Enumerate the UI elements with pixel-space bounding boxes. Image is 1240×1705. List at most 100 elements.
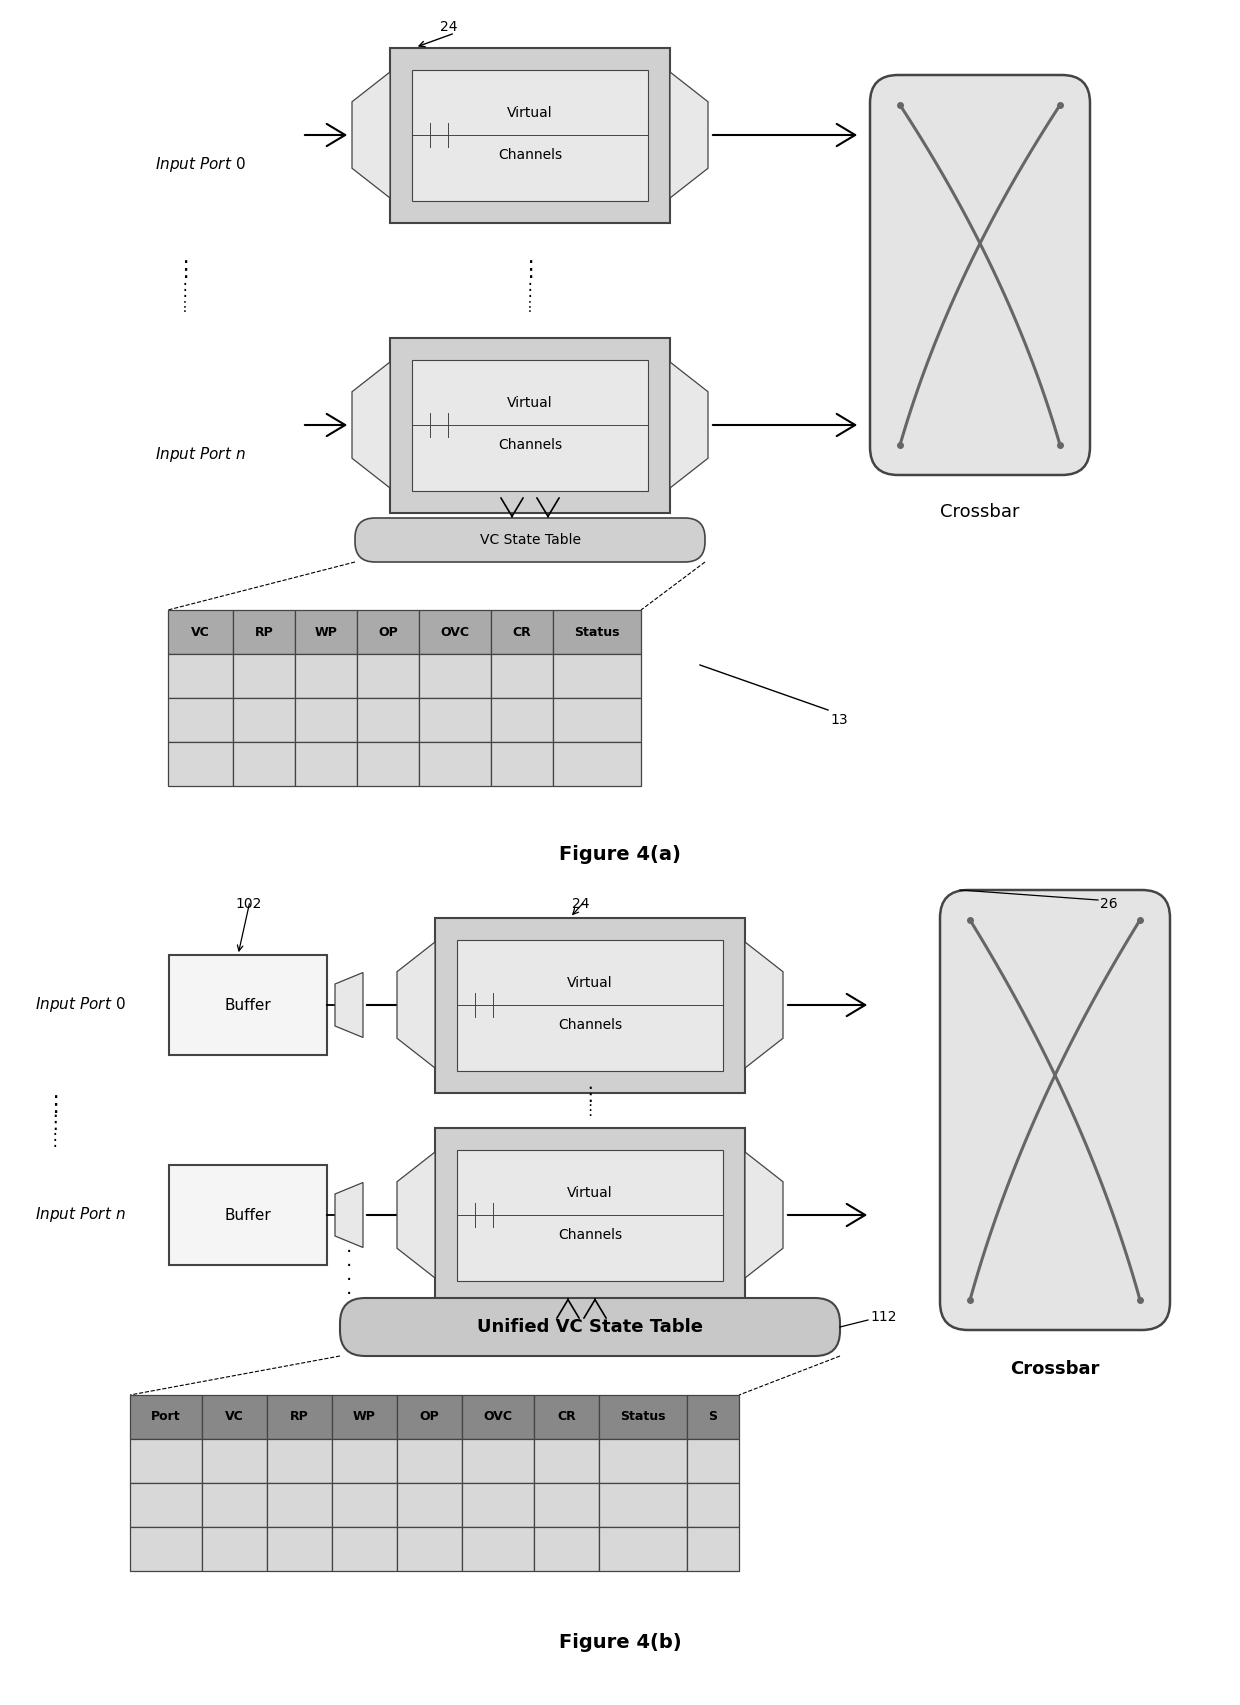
Bar [167,697,233,742]
Bar [491,742,553,786]
Bar [534,1439,599,1483]
Bar [130,1528,202,1570]
Bar [233,610,295,655]
Text: ⋮: ⋮ [176,281,193,298]
Bar [332,1439,397,1483]
Bar [553,610,641,655]
Text: S: S [708,1410,718,1424]
Text: Figure 4(a): Figure 4(a) [559,846,681,864]
Bar [357,697,419,742]
Bar [202,1483,267,1528]
Text: ⋮: ⋮ [179,300,192,314]
Text: Crossbar: Crossbar [1011,1361,1100,1378]
Bar [419,655,491,697]
Text: $\it{Input\ Port\ 0}$: $\it{Input\ Port\ 0}$ [155,155,246,174]
Bar [391,338,670,513]
Text: Virtual: Virtual [567,1187,613,1200]
Text: Port: Port [151,1410,181,1424]
Polygon shape [745,1153,782,1279]
Bar [491,697,553,742]
Bar [267,1528,332,1570]
Text: ⋮: ⋮ [583,1103,598,1117]
FancyBboxPatch shape [355,518,706,563]
Bar [687,1483,739,1528]
Bar [202,1528,267,1570]
Bar [687,1395,739,1439]
Text: Virtual: Virtual [567,975,613,991]
Bar [435,1127,745,1303]
Bar [687,1528,739,1570]
Text: Buffer: Buffer [224,1207,272,1222]
Bar [397,1395,463,1439]
FancyBboxPatch shape [940,890,1171,1330]
Bar [687,1439,739,1483]
Text: OVC: OVC [484,1410,512,1424]
Bar [463,1528,534,1570]
Bar [202,1395,267,1439]
Polygon shape [397,1153,435,1279]
Text: ⋮: ⋮ [523,300,537,314]
Text: $\it{Input\ Port\ n}$: $\it{Input\ Port\ n}$ [35,1205,125,1224]
Text: ·: · [346,1299,352,1318]
Bar [295,655,357,697]
Text: Status: Status [574,626,620,638]
Text: Channels: Channels [558,1018,622,1032]
Bar [534,1528,599,1570]
Text: ·: · [346,1286,352,1304]
Bar [599,1395,687,1439]
Text: Figure 4(b): Figure 4(b) [559,1633,681,1652]
Bar [167,610,233,655]
Bar [357,742,419,786]
Bar [553,697,641,742]
Bar [332,1395,397,1439]
Bar [458,939,723,1071]
Bar [357,655,419,697]
Bar [491,655,553,697]
Bar [491,610,553,655]
Bar [599,1528,687,1570]
Text: 13: 13 [830,713,848,726]
Text: RP: RP [254,626,273,638]
Text: Virtual: Virtual [507,396,553,409]
Text: ⋮: ⋮ [518,259,541,280]
Polygon shape [670,72,708,198]
Text: CR: CR [512,626,532,638]
Bar [267,1483,332,1528]
Bar [233,697,295,742]
Bar [267,1395,332,1439]
Text: ⋮: ⋮ [43,1095,66,1115]
Bar [419,610,491,655]
Bar [295,610,357,655]
Bar [267,1439,332,1483]
Bar [458,1149,723,1280]
Text: 24: 24 [572,897,589,910]
Text: ⋮: ⋮ [45,1113,64,1132]
Text: Status: Status [620,1410,666,1424]
Polygon shape [335,972,363,1038]
Bar [202,1439,267,1483]
Bar [397,1439,463,1483]
FancyBboxPatch shape [340,1298,839,1355]
Bar [412,70,649,201]
Text: WP: WP [315,626,337,638]
Bar [463,1439,534,1483]
Polygon shape [745,941,782,1067]
Bar [233,655,295,697]
Bar [233,742,295,786]
Bar [130,1395,202,1439]
Bar [130,1439,202,1483]
Text: WP: WP [353,1410,376,1424]
Text: $\it{Input\ Port\ n}$: $\it{Input\ Port\ n}$ [155,445,246,464]
Text: ⋮: ⋮ [174,259,196,280]
Text: Crossbar: Crossbar [940,503,1019,522]
Bar [295,697,357,742]
Bar [130,1483,202,1528]
Text: VC: VC [226,1410,244,1424]
Bar [167,655,233,697]
Text: OVC: OVC [440,626,470,638]
Polygon shape [335,1183,363,1248]
Bar [169,1165,327,1265]
Bar [169,955,327,1055]
Text: 112: 112 [870,1309,897,1325]
Text: ·: · [346,1243,352,1262]
